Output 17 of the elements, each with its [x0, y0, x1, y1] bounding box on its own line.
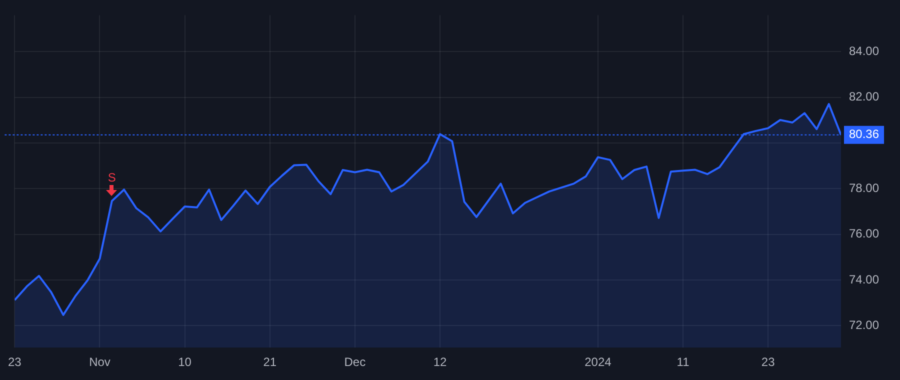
y-tick-label: 82.00: [849, 90, 880, 104]
annotation: S: [108, 170, 116, 184]
x-tick-label: 23: [761, 355, 776, 370]
x-tick-label: 10: [178, 355, 192, 370]
y-tick-label: 84.00: [849, 44, 880, 58]
x-tick-label: 11: [676, 355, 690, 370]
x-tick-label: Nov: [89, 355, 110, 370]
x-tick-label: 23: [8, 355, 22, 370]
y-tick-label: 76.00: [849, 226, 880, 241]
y-tick-label: 78.00: [849, 181, 880, 196]
x-tick-label: 12: [433, 355, 447, 370]
x-tick-label: 21: [263, 355, 277, 370]
y-tick-label: 74.00: [849, 272, 880, 286]
y-tick-label: 72.00: [849, 318, 880, 332]
x-tick-label: Dec: [344, 355, 366, 370]
x-tick-label: 2024: [584, 355, 612, 370]
ref-line-label: 80.36: [849, 127, 880, 142]
